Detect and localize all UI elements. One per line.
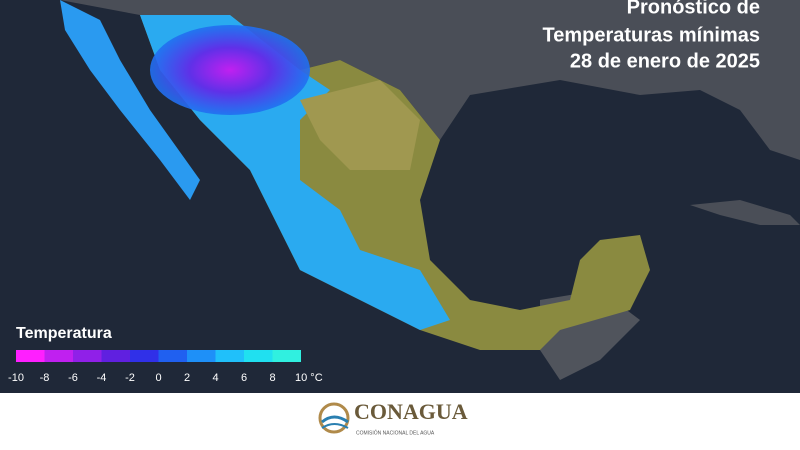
legend-swatch	[73, 350, 102, 362]
footer	[0, 393, 800, 445]
legend-swatch	[215, 350, 244, 362]
legend-swatch	[44, 350, 73, 362]
legend-swatch	[101, 350, 130, 362]
legend-tick-label: 0	[155, 372, 161, 384]
legend-tick-label: -2	[125, 372, 135, 384]
legend-title: Temperatura	[16, 325, 112, 342]
legend-tick-label: 4	[212, 372, 218, 384]
warm-plateau	[300, 80, 420, 170]
title-line: 28 de enero de 2025	[570, 50, 760, 72]
title: Pronóstico de Temperaturas mínimas 28 de…	[543, 0, 761, 72]
legend-tick-label: -10	[8, 372, 24, 384]
land-cuba	[690, 200, 800, 225]
cold-core	[150, 25, 310, 115]
legend-tick-label: -4	[97, 372, 107, 384]
legend-swatch	[272, 350, 301, 362]
legend-swatch	[158, 350, 187, 362]
legend-tick-label: -6	[68, 372, 78, 384]
title-line: Temperaturas mínimas	[543, 24, 761, 46]
legend-tick-label: 6	[241, 372, 247, 384]
legend-swatch	[16, 350, 45, 362]
legend-tick-label: 10 °C	[295, 372, 323, 384]
title-line: Pronóstico de	[627, 0, 760, 18]
legend-tick-label: -8	[40, 372, 50, 384]
land-usa	[60, 0, 800, 160]
legend-swatch	[187, 350, 216, 362]
logo-subtitle: COMISIÓN NACIONAL DEL AGUA	[356, 429, 435, 436]
land-baja	[60, 0, 200, 200]
legend-swatch	[244, 350, 273, 362]
legend-tick-label: 8	[269, 372, 275, 384]
legend-swatch	[130, 350, 159, 362]
legend: -10 -8 -6 -4 -2 0 2 4 6 8 10 °C	[8, 350, 323, 384]
logo-text: CONAGUA	[354, 399, 468, 424]
logo-icon	[318, 402, 350, 434]
legend-tick-label: 2	[184, 372, 190, 384]
